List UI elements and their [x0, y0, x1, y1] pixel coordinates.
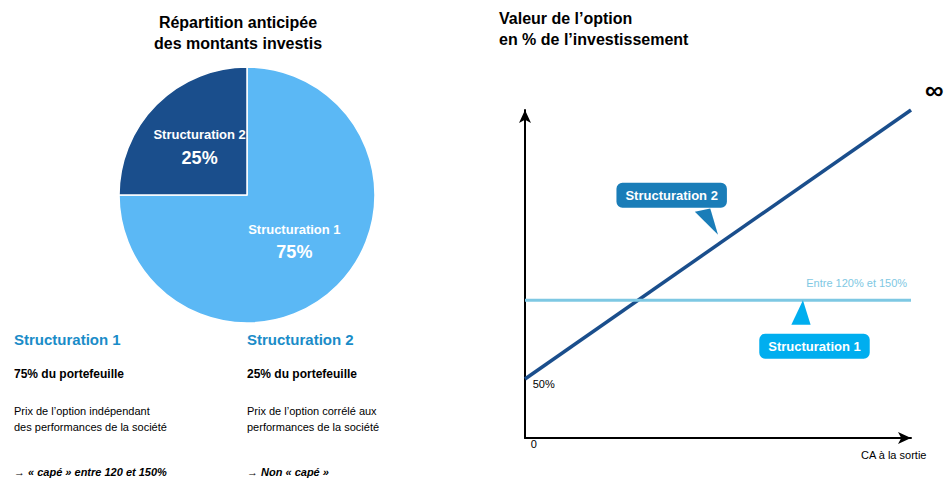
svg-text:en % de l’investissement: en % de l’investissement — [499, 31, 689, 48]
svg-text:des performances de la société: des performances de la société — [14, 421, 167, 433]
svg-text:50%: 50% — [533, 378, 555, 390]
svg-text:Structuration 2: Structuration 2 — [625, 188, 717, 203]
svg-text:Structuration 2: Structuration 2 — [153, 127, 245, 142]
svg-text:Répartition anticipée: Répartition anticipée — [159, 14, 317, 31]
svg-text:75%: 75% — [276, 242, 312, 262]
svg-text:Prix de l’option corrélé aux: Prix de l’option corrélé aux — [247, 405, 377, 417]
svg-text:∞: ∞ — [925, 75, 944, 105]
svg-text:Structuration 1: Structuration 1 — [248, 222, 340, 237]
svg-text:75% du portefeuille: 75% du portefeuille — [14, 367, 124, 381]
svg-text:0: 0 — [531, 438, 537, 450]
svg-text:25%: 25% — [182, 148, 218, 168]
svg-text:→ « capé » entre 120 et 150%: → « capé » entre 120 et 150% — [14, 466, 167, 478]
svg-text:Structuration 1: Structuration 1 — [14, 331, 121, 348]
svg-text:des montants investis: des montants investis — [154, 35, 322, 52]
svg-text:Valeur de l’option: Valeur de l’option — [499, 10, 632, 27]
svg-text:Structuration 2: Structuration 2 — [247, 331, 354, 348]
svg-text:performances de la société: performances de la société — [247, 421, 379, 433]
svg-text:Entre 120% et 150%: Entre 120% et 150% — [806, 277, 907, 289]
svg-text:Structuration 1: Structuration 1 — [768, 339, 860, 354]
svg-text:Prix de l’option indépendant: Prix de l’option indépendant — [14, 405, 150, 417]
svg-text:→ Non « capé »: → Non « capé » — [247, 466, 329, 478]
svg-text:25% du portefeuille: 25% du portefeuille — [247, 367, 357, 381]
svg-text:CA à la sortie: CA à la sortie — [861, 449, 926, 461]
